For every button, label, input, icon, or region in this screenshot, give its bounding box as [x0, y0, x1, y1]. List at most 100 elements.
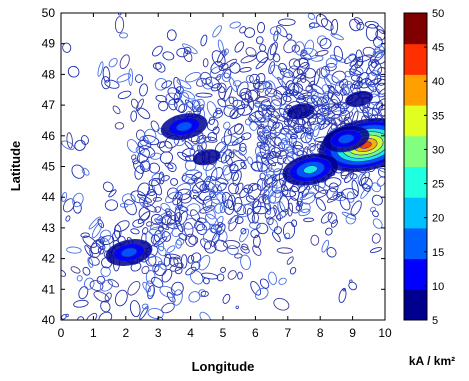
colorbar: 5 10 15 20 25 30 35 40 45 50: [403, 8, 444, 327]
contour-line: [223, 104, 236, 117]
contour-line: [282, 125, 298, 135]
contour-line: [350, 74, 361, 82]
x-axis-ticks: 0 1 2 3 4 5 6 7 8 9 10: [58, 13, 392, 340]
contour-line: [223, 240, 241, 249]
contour-line: [112, 105, 121, 115]
contour-line: [152, 196, 162, 202]
y-tick-label: 46: [42, 129, 56, 143]
contour-line: [176, 79, 192, 90]
colorbar-tick-label: 30: [432, 144, 444, 156]
x-tick-label: 1: [90, 326, 97, 340]
contour-line: [228, 182, 239, 195]
y-tick-label: 49: [42, 37, 56, 51]
contour-line: [220, 149, 233, 164]
contour-line: [256, 222, 269, 235]
contour-line: [240, 246, 250, 254]
contour-line: [148, 255, 163, 267]
contour-line: [166, 29, 177, 41]
contour-line: [157, 240, 165, 252]
contour-line: [299, 125, 312, 136]
contour-line: [135, 74, 144, 83]
contour-line: [348, 53, 358, 63]
contour-line: [137, 148, 150, 164]
contour-line: [261, 174, 273, 192]
contour-line: [310, 234, 320, 246]
contour-line: [212, 25, 222, 38]
contour-line: [163, 253, 172, 267]
contour-line: [72, 201, 82, 214]
contour-line: [164, 253, 181, 260]
contour-line: [260, 99, 272, 111]
x-tick-label: 10: [378, 326, 392, 340]
contour-line: [349, 173, 358, 180]
contour-line: [212, 110, 224, 119]
contour-line: [198, 289, 207, 297]
contour-line: [377, 78, 385, 86]
contour-line: [139, 83, 148, 97]
contour-line: [289, 266, 297, 275]
contour-line: [256, 21, 266, 34]
contour-line: [365, 23, 379, 42]
contour-line: [170, 177, 179, 186]
contour-line: [161, 80, 173, 89]
contour-line: [218, 63, 229, 71]
contour-line: [127, 281, 141, 296]
contour-line: [172, 289, 183, 306]
contour-line: [273, 226, 282, 235]
contour-line: [137, 193, 152, 203]
contour-line: [358, 72, 370, 84]
contour-line: [277, 200, 287, 218]
hotspot-ring: [303, 165, 318, 174]
contour-line: [369, 206, 376, 213]
contour-line: [77, 316, 85, 320]
contour-line: [267, 119, 277, 132]
contour-line: [354, 17, 364, 25]
contour-line: [202, 58, 209, 68]
contour-line: [350, 200, 362, 216]
contour-line: [267, 43, 277, 61]
contour-line: [133, 160, 145, 174]
contour-line: [276, 247, 293, 254]
contour-line: [325, 62, 337, 72]
contour-line: [272, 121, 280, 129]
contour-line: [221, 135, 239, 146]
contour-line: [205, 76, 221, 89]
contour-line: [284, 232, 291, 240]
contour-line: [339, 88, 347, 96]
contour-line: [114, 220, 130, 232]
contour-line: [188, 235, 199, 245]
contour-line: [161, 302, 175, 314]
contour-dot: [118, 13, 122, 16]
contour-line: [114, 16, 125, 34]
contour-line: [315, 13, 328, 28]
contour-line: [257, 135, 268, 144]
contour-line: [74, 139, 86, 151]
contour-line: [256, 177, 267, 191]
contour-line: [228, 76, 238, 93]
y-tick-label: 40: [42, 313, 56, 327]
contour-line: [104, 199, 119, 211]
contour-line: [333, 45, 344, 62]
contour-line: [300, 47, 319, 60]
contour-line: [243, 203, 255, 215]
contour-line: [296, 77, 313, 92]
contour-line: [228, 152, 235, 159]
contour-line: [191, 252, 202, 263]
contour-line: [264, 87, 278, 98]
contour-line: [147, 285, 156, 300]
contour-line: [349, 64, 358, 76]
contour-line: [114, 289, 128, 307]
contour-dot: [235, 305, 239, 309]
contour-line: [329, 54, 346, 63]
contour-line: [155, 94, 168, 103]
contour-line: [320, 18, 334, 31]
contour-line: [245, 47, 257, 58]
contour-line: [89, 280, 104, 291]
contour-line: [302, 94, 316, 104]
hotspot-ring: [176, 121, 193, 132]
contour-line: [99, 235, 115, 246]
contour-line: [178, 232, 188, 241]
contour-line: [245, 74, 254, 84]
contour-line: [199, 311, 212, 320]
